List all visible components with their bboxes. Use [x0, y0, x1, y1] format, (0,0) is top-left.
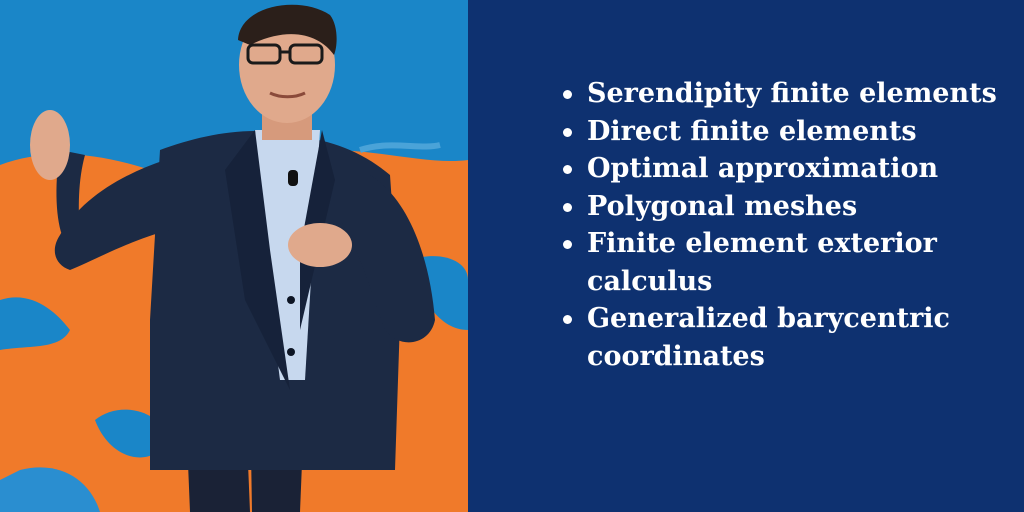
- presenter-illustration: [0, 0, 468, 512]
- bullet-dot-icon: [563, 90, 572, 99]
- topic-label: Finite element exterior calculus: [587, 228, 937, 297]
- topic-list: Serendipity finite elements Direct finit…: [560, 75, 1000, 375]
- topic-label: Serendipity finite elements: [587, 78, 997, 109]
- topic-label: Polygonal meshes: [587, 190, 858, 222]
- bullet-dot-icon: [563, 165, 572, 174]
- topic-item: Generalized barycentric coordinates: [560, 300, 1000, 375]
- presenter-photo: [0, 0, 468, 512]
- topic-label: Optimal approximation: [587, 153, 939, 184]
- bullet-dot-icon: [563, 315, 572, 324]
- topic-item: Polygonal meshes: [560, 188, 1000, 226]
- topic-item: Finite element exterior calculus: [560, 225, 1000, 300]
- topic-item: Direct finite elements: [560, 113, 1000, 151]
- bullet-dot-icon: [563, 127, 572, 137]
- bullet-panel: Serendipity finite elements Direct finit…: [468, 0, 1024, 512]
- topic-label: Direct finite elements: [587, 115, 917, 147]
- topic-item: Serendipity finite elements: [560, 75, 1000, 113]
- bullet-dot-icon: [563, 240, 572, 249]
- topic-item: Optimal approximation: [560, 150, 1000, 188]
- bullet-dot-icon: [563, 202, 572, 212]
- topic-label: Generalized barycentric coordinates: [587, 303, 950, 372]
